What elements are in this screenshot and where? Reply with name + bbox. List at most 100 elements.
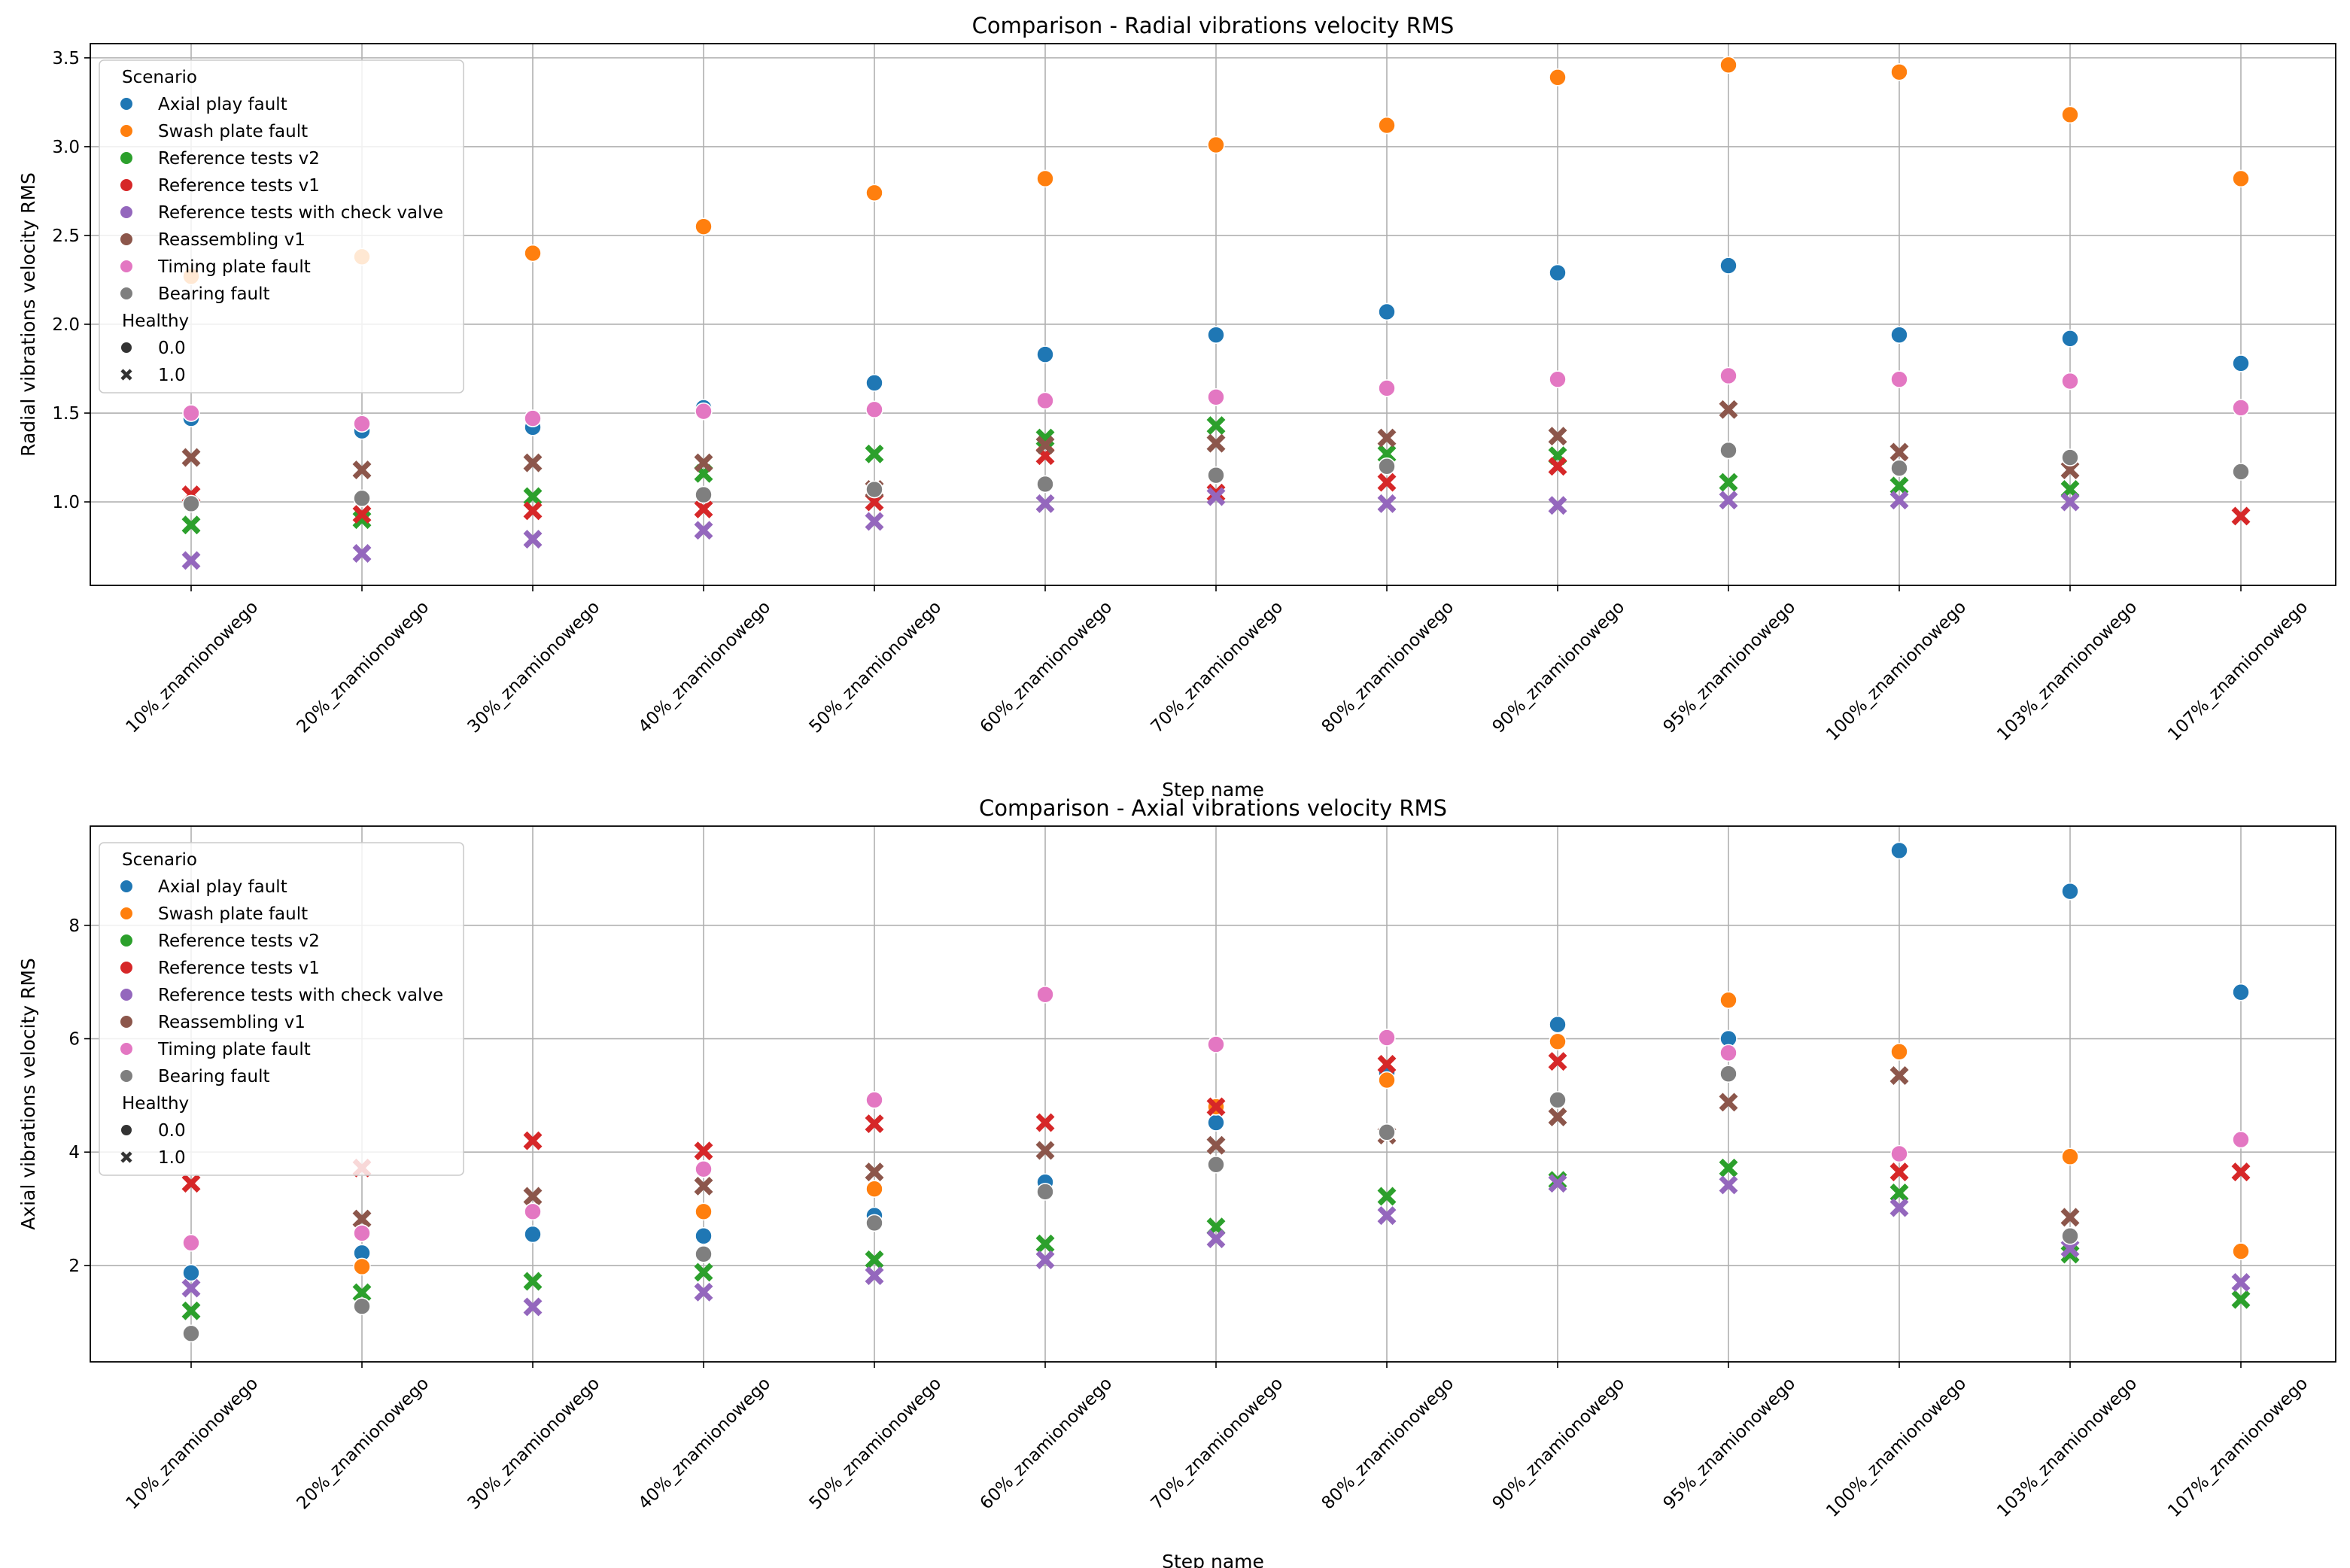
data-point (1206, 1229, 1226, 1248)
legend-entry: Reference tests with check valve (158, 986, 443, 1005)
data-point (2232, 983, 2250, 1001)
legend-marker (120, 179, 132, 191)
legend: Scenario Axial play fault Swash plate faul… (99, 59, 464, 394)
data-point (865, 512, 884, 531)
data-point (2231, 506, 2251, 526)
data-point (523, 487, 543, 506)
data-point (865, 1266, 884, 1285)
data-point (2231, 1273, 2251, 1292)
chart-title: Comparison - Radial vibrations velocity … (972, 13, 1455, 38)
legend-marker (120, 287, 132, 299)
data-point (1036, 345, 1054, 363)
legend-marker-circle (121, 342, 132, 353)
data-point (1890, 62, 1908, 81)
data-point (1890, 1144, 1908, 1163)
data-point (1719, 1158, 1738, 1178)
legend-title-scenario: Scenario (122, 850, 197, 870)
data-point (523, 530, 543, 549)
y-tick-label: 4 (68, 1143, 80, 1162)
data-point (695, 1202, 713, 1221)
data-point (353, 1297, 371, 1315)
x-tick-label: 70%_znamionowego (1148, 1374, 1287, 1514)
legend-entry: Axial play fault (158, 95, 287, 114)
legend-marker (120, 206, 132, 218)
data-point (865, 374, 883, 392)
data-point (2061, 330, 2079, 348)
data-point (695, 217, 713, 236)
x-tick-label: 10%_znamionowego (123, 597, 263, 737)
x-tick-label: 50%_znamionowego (806, 597, 946, 737)
legend-marker (120, 1070, 132, 1082)
data-point (695, 402, 713, 421)
data-point (1548, 1052, 1567, 1071)
data-point (865, 1250, 884, 1269)
legend-box (99, 59, 464, 394)
data-point (1378, 1071, 1396, 1089)
y-tick-label: 1.5 (52, 404, 80, 424)
legend-marker (120, 989, 132, 1001)
data-point (695, 485, 713, 504)
legend-marker (120, 962, 132, 974)
data-point (1206, 433, 1226, 453)
data-point (694, 1176, 713, 1196)
data-point (2061, 1226, 2079, 1245)
data-point (523, 501, 543, 521)
chart-panel-2: 2 4 6 8 10%_znamionowego 20%_znamionowego 30%_… (17, 795, 2336, 1568)
data-point (181, 551, 201, 570)
data-points (181, 841, 2251, 1343)
data-point (182, 1263, 200, 1282)
x-tick-label: 103%_znamionowego (1993, 597, 2141, 745)
legend-marker-x (120, 1151, 132, 1163)
data-point (1036, 391, 1054, 410)
data-point (1035, 1141, 1055, 1160)
legend-entry: Reference tests with check valve (158, 203, 443, 223)
data-point (695, 1160, 713, 1178)
legend-title-healthy: Healthy (122, 311, 189, 331)
legend-entry: Swash plate fault (158, 904, 308, 924)
data-point (1889, 442, 1909, 462)
data-point (1890, 459, 1908, 477)
chart-panel-1: 1.0 1.5 2.0 2.5 3.0 3.5 10%_znamionowego 20%_zn… (17, 13, 2336, 801)
data-point (1719, 1044, 1737, 1062)
data-point (2061, 105, 2079, 124)
data-point (1889, 1184, 1909, 1202)
x-tick-label: 80%_znamionowego (1318, 1374, 1458, 1514)
data-point (694, 500, 713, 518)
y-tick-label: 2.0 (52, 315, 80, 335)
data-point (2061, 1147, 2079, 1166)
plot-frame (90, 43, 2336, 586)
x-tick-label: 103%_znamionowego (1993, 1374, 2141, 1521)
data-point (1206, 1097, 1226, 1117)
data-point (524, 1202, 542, 1221)
data-point (353, 1224, 371, 1242)
data-point (1889, 1198, 1909, 1217)
data-point (182, 404, 200, 422)
data-point (181, 448, 201, 467)
data-point (524, 409, 542, 427)
data-point (1207, 466, 1225, 485)
y-tick-label: 1.0 (52, 493, 80, 512)
legend-marker (120, 1016, 132, 1028)
x-tick-label: 80%_znamionowego (1318, 597, 1458, 737)
data-point (1036, 1183, 1054, 1201)
data-point (524, 244, 542, 263)
data-point (694, 453, 713, 473)
data-point (1548, 1108, 1567, 1126)
data-point (1719, 1092, 1738, 1112)
data-point (1890, 326, 1908, 344)
x-axis-label: Step name (1162, 779, 1264, 801)
data-point (1889, 1066, 1909, 1085)
data-point (2061, 372, 2079, 390)
data-point (2232, 169, 2250, 188)
legend-marker-x (120, 369, 132, 381)
data-point (1206, 1135, 1226, 1155)
y-tick-label: 3.0 (52, 138, 80, 157)
x-tick-label: 95%_znamionowego (1660, 1374, 1800, 1514)
data-point (2232, 354, 2250, 372)
data-point (352, 1209, 372, 1229)
data-point (352, 544, 372, 563)
data-point (2061, 448, 2079, 466)
y-tick-label: 2 (68, 1257, 80, 1276)
legend-entry: Axial play fault (158, 877, 287, 897)
